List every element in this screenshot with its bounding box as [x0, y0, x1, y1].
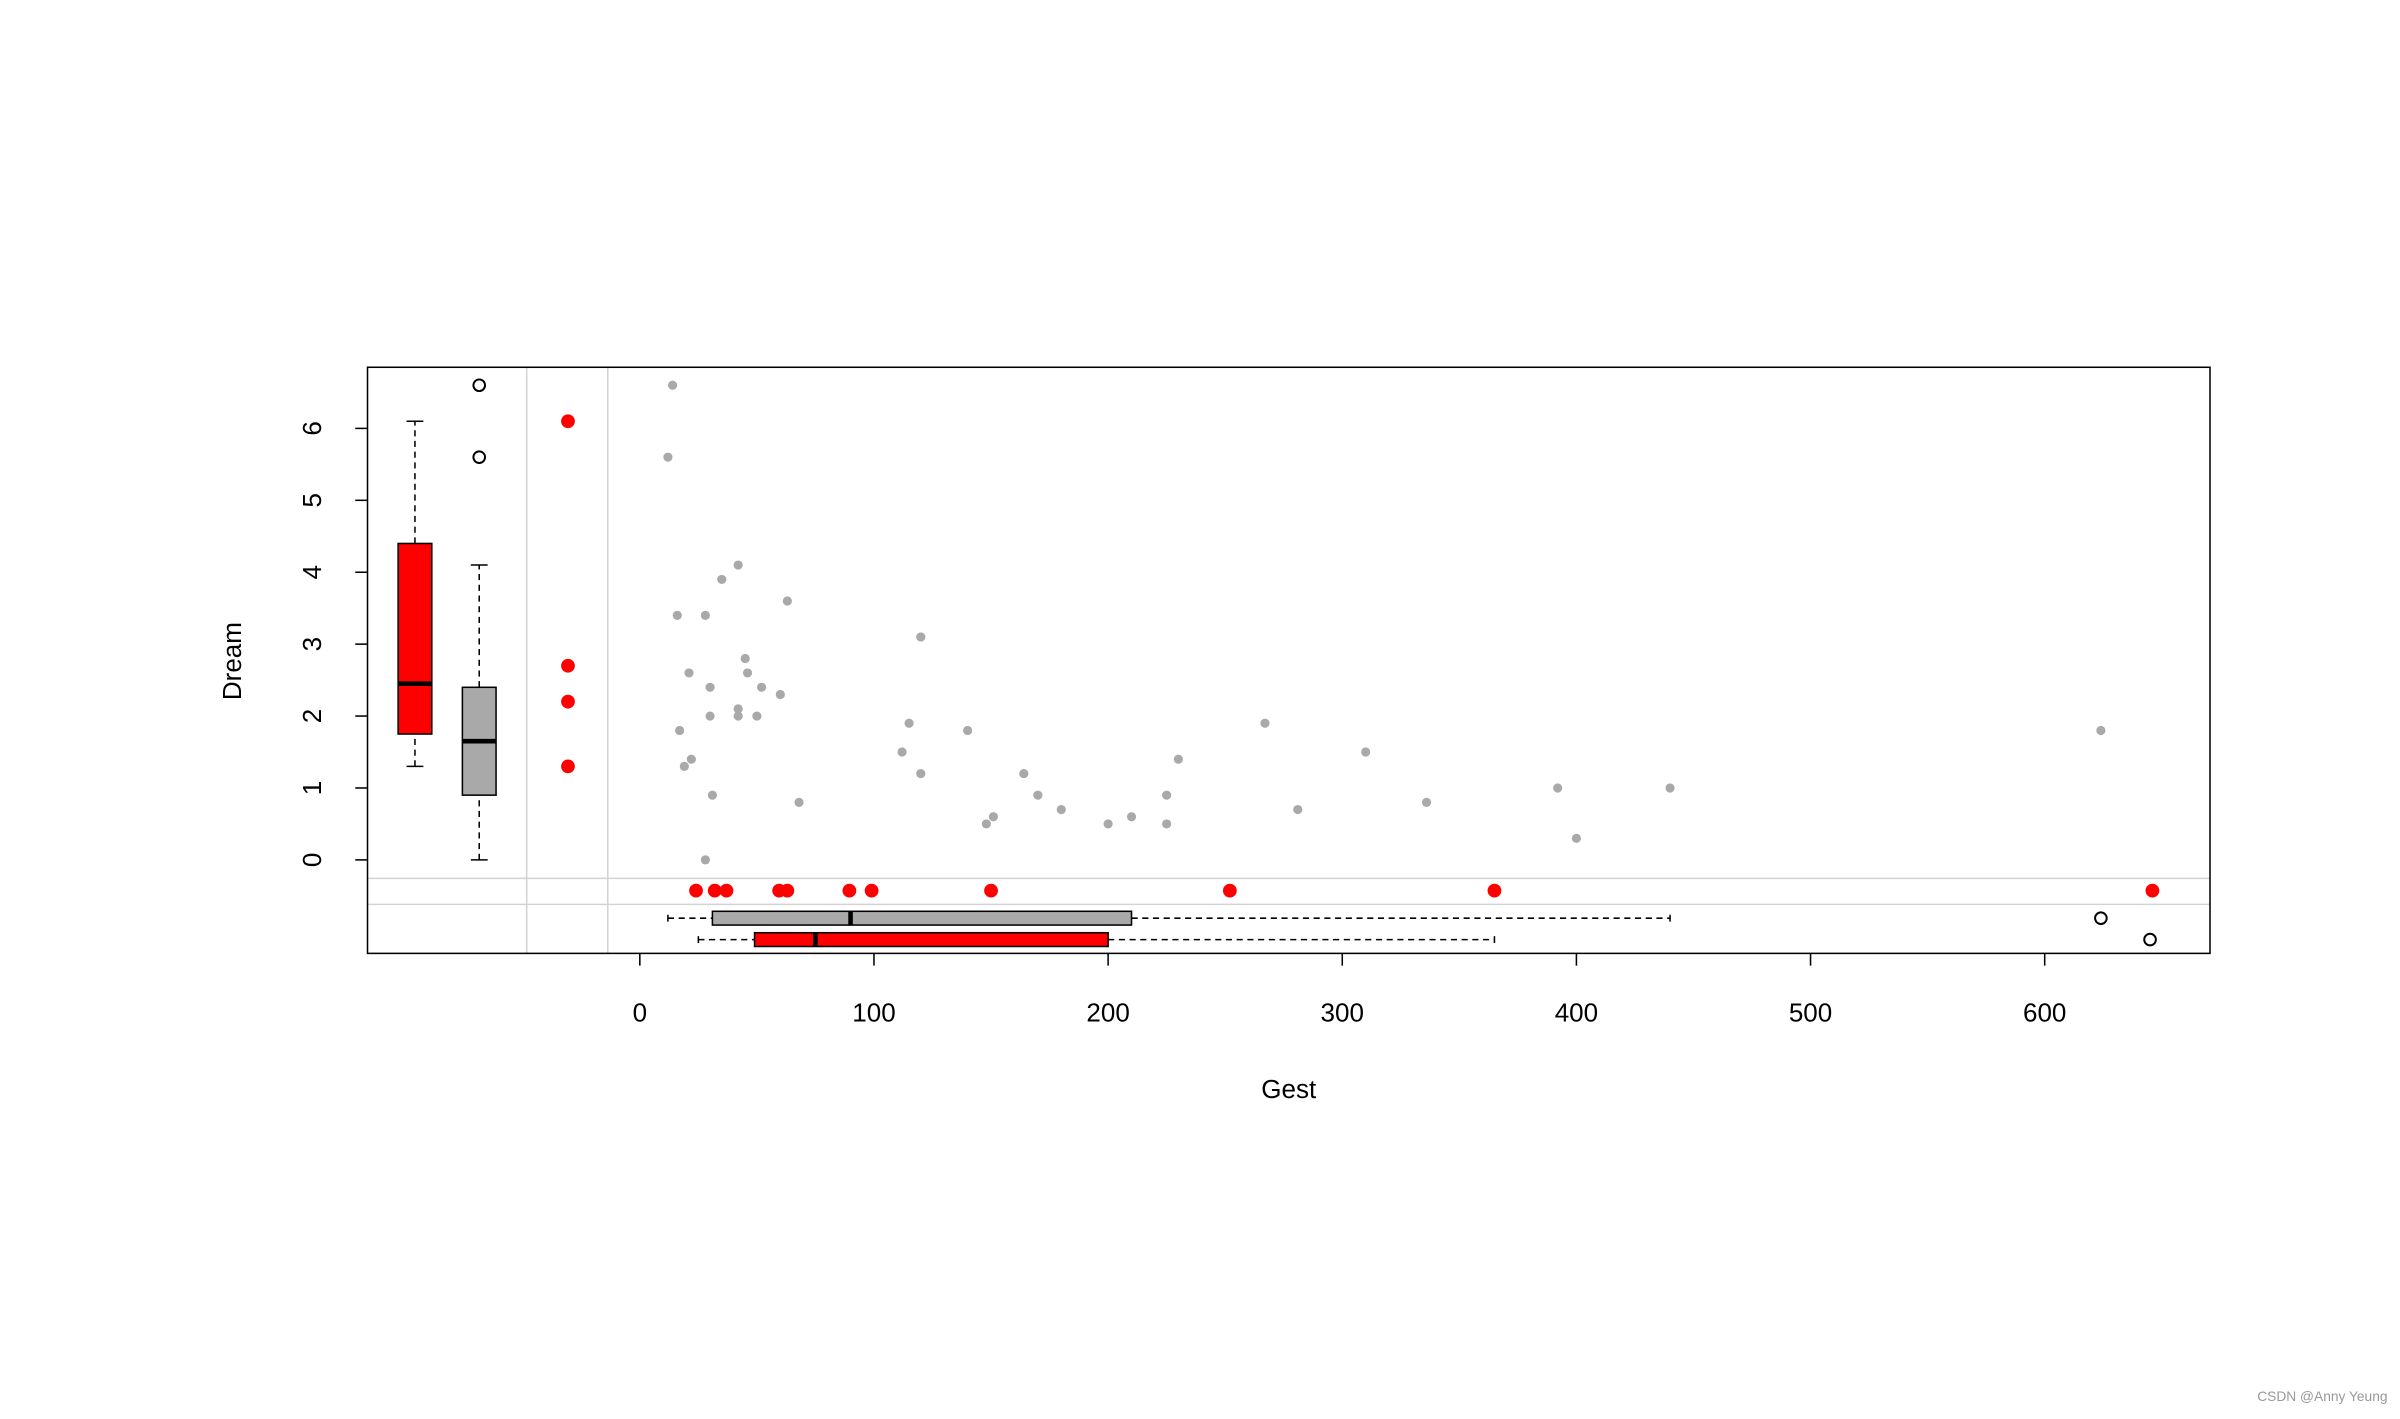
- missing-y-point: [1222, 883, 1237, 898]
- observed-point: [707, 790, 718, 800]
- outlier: [2143, 932, 2157, 947]
- missing-y-point: [864, 883, 879, 898]
- missing-x-point: [561, 658, 575, 673]
- observed-point: [916, 769, 926, 779]
- y-axis-label: Dream: [217, 622, 247, 700]
- observed-point: [1665, 783, 1675, 793]
- missing-y-point: [780, 883, 795, 898]
- outlier: [2094, 911, 2108, 925]
- observed-point: [717, 574, 727, 585]
- y-tick-label: 5: [297, 493, 327, 507]
- x-tick-label: 400: [1555, 997, 1598, 1027]
- outlier: [472, 450, 487, 464]
- observed-point: [684, 668, 694, 678]
- x-tick-label: 200: [1086, 997, 1129, 1027]
- x-tick-label: 500: [1789, 997, 1832, 1027]
- box: [711, 910, 1133, 926]
- outlier: [472, 378, 487, 393]
- y-tick-label: 4: [297, 565, 327, 579]
- watermark: CSDN @Anny Yeung: [2257, 1389, 2387, 1404]
- observed-point: [1260, 718, 1270, 728]
- observed-point: [733, 560, 743, 570]
- observed-point: [1173, 754, 1183, 764]
- observed-point: [1162, 819, 1172, 829]
- box: [397, 542, 433, 735]
- x-tick-label: 0: [633, 997, 647, 1027]
- y-tick-label: 0: [297, 853, 327, 867]
- observed-point: [1361, 747, 1371, 757]
- x-tick-label: 300: [1321, 997, 1364, 1027]
- observed-point: [756, 682, 767, 692]
- observed-point: [700, 610, 710, 620]
- observed-point: [1056, 804, 1066, 815]
- plot-frame: [366, 366, 2211, 955]
- observed-point: [1103, 819, 1113, 829]
- missing-y-point: [707, 883, 722, 898]
- missing-x-point: [561, 759, 575, 774]
- missing-y-point: [842, 883, 857, 898]
- x-tick-label: 100: [852, 997, 895, 1027]
- missing-y-point: [2145, 883, 2160, 898]
- observed-point: [1019, 769, 1029, 779]
- missing-x-point: [561, 694, 575, 709]
- observed-point: [1126, 812, 1137, 822]
- observed-point: [897, 747, 907, 757]
- observed-point: [740, 653, 750, 664]
- x-axis-label: Gest: [1261, 1074, 1317, 1104]
- observed-point: [904, 718, 914, 728]
- y-tick-label: 2: [297, 709, 327, 723]
- observed-point: [679, 761, 689, 771]
- observed-point: [2096, 725, 2106, 736]
- observed-point: [1162, 790, 1172, 800]
- observed-point: [1421, 797, 1432, 807]
- missing-y-point: [719, 883, 734, 898]
- observed-point: [916, 632, 926, 642]
- missing-y-point: [1487, 883, 1502, 898]
- observed-point: [1293, 804, 1303, 815]
- missing-x-point: [561, 414, 575, 429]
- observed-point: [981, 819, 991, 829]
- observed-point: [782, 596, 792, 606]
- observed-point: [794, 797, 804, 807]
- observed-point: [733, 704, 743, 714]
- observed-point: [752, 711, 762, 721]
- missing-y-point: [984, 883, 998, 898]
- observed-point: [686, 754, 696, 764]
- y-tick-label: 1: [297, 781, 327, 795]
- observed-point: [705, 711, 715, 721]
- y-tick-label: 3: [297, 637, 327, 651]
- observed-point: [963, 725, 973, 736]
- y-tick-label: 6: [297, 421, 327, 435]
- observed-point: [672, 610, 682, 620]
- x-tick-label: 600: [2023, 997, 2066, 1027]
- observed-point: [705, 682, 715, 692]
- observed-point: [675, 725, 685, 736]
- observed-point: [733, 711, 743, 721]
- observed-point: [1553, 783, 1563, 793]
- observed-point: [988, 812, 998, 822]
- observed-point: [1033, 790, 1043, 800]
- observed-point: [742, 668, 753, 678]
- observed-point: [700, 855, 710, 865]
- observed-point: [1571, 833, 1581, 843]
- missing-y-point: [689, 883, 703, 898]
- observed-point: [775, 689, 785, 700]
- box: [753, 931, 1109, 948]
- observed-point: [663, 452, 673, 462]
- observed-point: [668, 380, 678, 390]
